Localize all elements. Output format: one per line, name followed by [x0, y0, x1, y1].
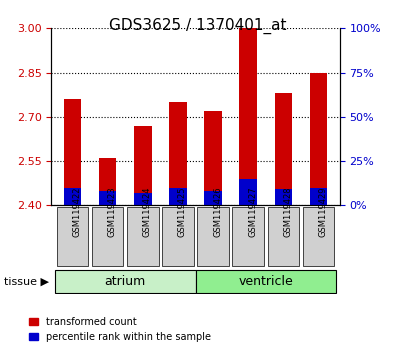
Bar — [64, 188, 81, 205]
FancyBboxPatch shape — [232, 207, 264, 266]
FancyBboxPatch shape — [162, 207, 194, 266]
Bar — [169, 188, 187, 205]
FancyBboxPatch shape — [127, 207, 159, 266]
Bar — [169, 102, 187, 205]
FancyBboxPatch shape — [196, 270, 336, 292]
Text: ventricle: ventricle — [239, 275, 293, 288]
Text: GSM119428: GSM119428 — [284, 186, 292, 237]
Text: GSM119423: GSM119423 — [107, 186, 117, 237]
Legend: transformed count, percentile rank within the sample: transformed count, percentile rank withi… — [24, 313, 215, 346]
Text: GSM119424: GSM119424 — [143, 186, 152, 237]
FancyBboxPatch shape — [197, 207, 229, 266]
Bar — [64, 99, 81, 205]
Bar — [134, 126, 152, 205]
Text: GSM119425: GSM119425 — [178, 186, 187, 237]
FancyBboxPatch shape — [268, 207, 299, 266]
Text: GSM119426: GSM119426 — [213, 186, 222, 237]
Text: GSM119422: GSM119422 — [72, 186, 81, 237]
Bar — [134, 193, 152, 205]
FancyBboxPatch shape — [56, 207, 88, 266]
Text: atrium: atrium — [105, 275, 146, 288]
Bar — [310, 188, 327, 205]
Bar — [275, 93, 292, 205]
Bar — [99, 158, 117, 205]
Bar — [239, 179, 257, 205]
Bar — [99, 191, 117, 205]
Text: GSM119427: GSM119427 — [248, 186, 257, 237]
Bar — [310, 73, 327, 205]
FancyBboxPatch shape — [303, 207, 335, 266]
Bar — [204, 191, 222, 205]
Text: tissue ▶: tissue ▶ — [4, 276, 49, 286]
Bar — [275, 189, 292, 205]
FancyBboxPatch shape — [92, 207, 123, 266]
Bar — [204, 111, 222, 205]
Text: GDS3625 / 1370401_at: GDS3625 / 1370401_at — [109, 18, 286, 34]
Bar — [239, 28, 257, 205]
Text: GSM119429: GSM119429 — [319, 186, 327, 237]
FancyBboxPatch shape — [55, 270, 196, 292]
